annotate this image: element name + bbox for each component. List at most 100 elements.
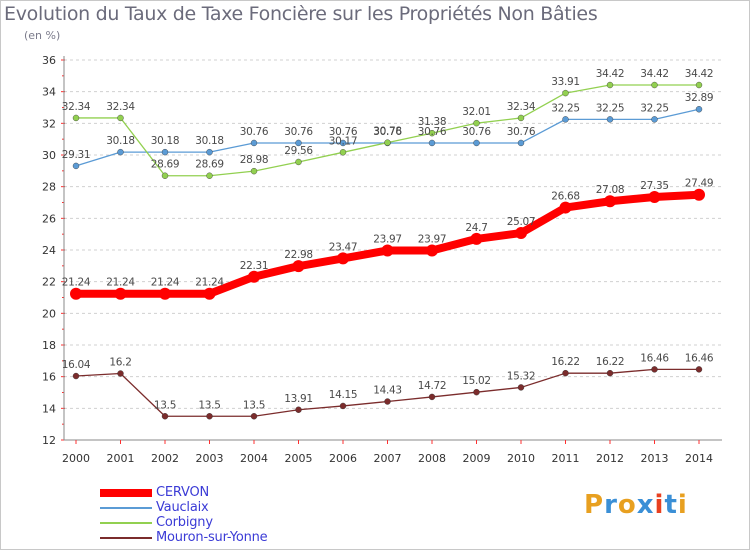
x-tick-label: 2011 — [552, 452, 580, 465]
data-label: 22.31 — [240, 260, 269, 272]
data-point — [250, 167, 258, 175]
data-point — [426, 244, 438, 257]
y-tick-label: 30 — [42, 149, 56, 162]
data-point — [206, 172, 213, 179]
data-label: 13.5 — [154, 399, 176, 411]
legend-label: Corbigny — [156, 515, 213, 530]
data-label: 30.76 — [373, 126, 402, 138]
y-tick-label: 18 — [42, 339, 56, 352]
data-point — [70, 287, 82, 300]
data-label: 32.34 — [106, 101, 135, 113]
data-label: 13.5 — [198, 399, 220, 411]
data-point — [428, 393, 436, 401]
data-point — [248, 270, 260, 283]
data-label: 21.24 — [62, 277, 91, 289]
chart-title: Evolution du Taux de Taxe Foncière sur l… — [4, 3, 598, 25]
logo-letter: i — [654, 490, 665, 520]
legend-label: Vauclaix — [156, 500, 209, 515]
data-point — [384, 139, 391, 146]
y-tick-label: 26 — [42, 212, 56, 225]
data-point — [117, 114, 124, 122]
logo-letter: o — [617, 490, 637, 520]
data-point — [651, 366, 658, 373]
x-tick-label: 2004 — [240, 452, 268, 465]
data-label: 16.2 — [109, 357, 131, 369]
data-label: 14.72 — [418, 380, 447, 392]
data-label: 32.89 — [685, 92, 714, 104]
x-tick-label: 2013 — [641, 452, 669, 465]
data-label: 32.34 — [507, 101, 536, 113]
data-label: 32.25 — [640, 102, 669, 114]
data-point — [517, 139, 525, 147]
data-point — [339, 149, 347, 156]
legend-label: Mouron-sur-Yonne — [156, 530, 268, 545]
data-label: 13.5 — [243, 399, 265, 411]
data-label: 31.38 — [418, 116, 447, 128]
data-label: 30.76 — [418, 126, 447, 138]
data-label: 14.15 — [329, 389, 358, 401]
data-point — [473, 388, 480, 396]
data-label: 15.32 — [507, 370, 536, 382]
data-point — [473, 139, 480, 147]
y-tick-label: 14 — [42, 402, 56, 415]
data-label: 28.69 — [151, 159, 180, 171]
data-label: 32.25 — [551, 102, 580, 114]
y-tick-label: 34 — [42, 86, 56, 99]
data-label: 34.42 — [640, 68, 669, 80]
data-label: 30.18 — [195, 135, 224, 147]
data-label: 16.22 — [551, 356, 580, 368]
logo-letter: r — [604, 490, 618, 520]
data-label: 30.17 — [329, 135, 358, 147]
y-tick-label: 32 — [42, 117, 56, 130]
data-label: 23.97 — [373, 233, 402, 245]
data-label: 30.18 — [106, 135, 135, 147]
x-tick-label: 2008 — [418, 452, 446, 465]
data-label: 30.78 — [373, 126, 402, 138]
x-tick-label: 2010 — [507, 452, 535, 465]
data-point — [206, 413, 213, 420]
data-point — [559, 201, 572, 214]
data-point — [117, 148, 124, 156]
data-label: 16.22 — [596, 356, 625, 368]
x-tick-label: 2014 — [685, 452, 713, 465]
data-point — [72, 114, 80, 122]
data-point — [339, 139, 347, 147]
data-point — [470, 232, 483, 245]
data-point — [648, 190, 661, 203]
data-label: 26.68 — [551, 191, 580, 203]
data-label: 24.7 — [465, 222, 487, 234]
data-point — [517, 114, 525, 122]
data-point — [695, 106, 703, 113]
data-label: 16.46 — [640, 352, 669, 364]
data-point — [695, 366, 703, 373]
legend-swatch — [100, 537, 152, 539]
data-label: 21.24 — [195, 277, 224, 289]
data-point — [695, 81, 703, 89]
x-tick-label: 2007 — [374, 452, 402, 465]
y-tick-label: 12 — [42, 434, 56, 447]
data-label: 30.18 — [151, 135, 180, 147]
data-label: 15.02 — [462, 375, 491, 387]
x-tick-label: 2000 — [62, 452, 90, 465]
data-label: 16.46 — [685, 352, 714, 364]
x-tick-label: 2012 — [596, 452, 624, 465]
data-label: 30.76 — [507, 126, 536, 138]
data-label: 22.98 — [284, 249, 313, 261]
data-label: 23.97 — [418, 233, 447, 245]
data-label: 28.69 — [195, 159, 224, 171]
data-label: 30.76 — [329, 126, 358, 138]
data-point — [606, 369, 614, 377]
data-point — [250, 413, 258, 420]
y-tick-label: 22 — [42, 276, 56, 289]
x-tick-label: 2009 — [463, 452, 491, 465]
data-label: 27.35 — [640, 180, 669, 192]
data-point — [161, 172, 169, 179]
data-point — [117, 370, 124, 377]
data-point — [206, 148, 213, 156]
data-label: 29.56 — [284, 145, 313, 157]
legend-swatch — [100, 522, 152, 524]
data-point — [339, 402, 347, 410]
data-point — [72, 372, 80, 380]
y-tick-label: 16 — [42, 371, 56, 384]
data-label: 14.43 — [373, 385, 402, 397]
